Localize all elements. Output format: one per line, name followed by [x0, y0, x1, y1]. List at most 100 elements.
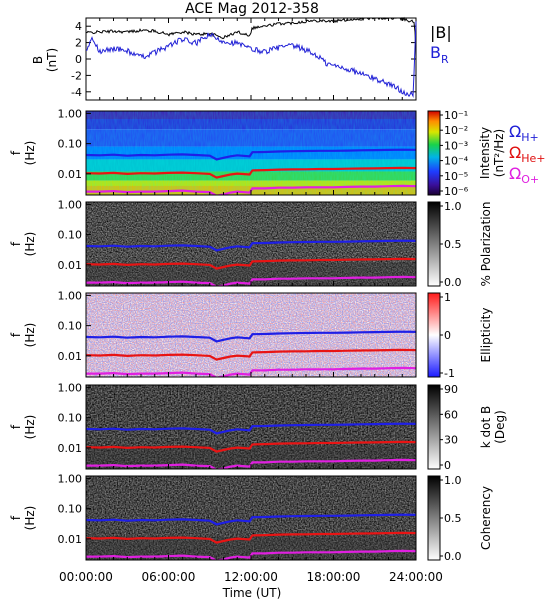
y-tick-label: 1.00 [58, 289, 83, 302]
spectrogram-image [86, 385, 416, 469]
overlay-legend-symbol: Ω [509, 164, 521, 183]
y-tick-label: 0.01 [58, 533, 83, 546]
colorbar-label: k dot B [479, 406, 493, 448]
spectrogram-low-band [86, 445, 416, 469]
y-axis-unit: (Hz) [23, 323, 37, 348]
colorbar-tick-label: 10⁻² [444, 124, 468, 137]
coherency-panel: 1.00 0.10 0.01 f (Hz) 1.0 0.5 0.0 Coherency [9, 472, 493, 563]
x-tick-label: 18:00:00 [307, 570, 361, 584]
x-tick-label: 06:00:00 [142, 570, 196, 584]
colorbar-label: Coherency [479, 486, 493, 550]
spectrogram-image [86, 202, 416, 286]
x-tick-label: 12:00:00 [224, 570, 278, 584]
legend-b-total: |B| [430, 23, 452, 42]
o-gyrofrequency-curve [86, 275, 416, 286]
y-axis-unit: (Hz) [23, 232, 37, 257]
y-tick-label: 0.01 [58, 442, 83, 455]
overlay-legend-subscript: H+ [521, 131, 539, 144]
spectrogram-image [86, 476, 416, 560]
y-tick-label: 0.10 [58, 138, 83, 151]
he-gyrofrequency-curve [86, 348, 416, 361]
y-axis-label: f [9, 424, 23, 429]
colorbar [427, 110, 441, 196]
y-tick-label: 1.00 [58, 107, 83, 120]
y-tick-label: 2 [75, 37, 82, 50]
y-axis-unit: (Hz) [23, 506, 37, 531]
series-line-b-radial [85, 21, 417, 98]
he-gyrofrequency-curve [86, 440, 416, 453]
colorbar-tick-label: 0 [444, 329, 451, 342]
overlay-legend-subscript: O+ [521, 173, 539, 186]
spectrogram-low-band [86, 262, 416, 286]
colorbar-tick-label: 1 [444, 291, 451, 304]
y-tick-label: 0 [75, 53, 82, 66]
x-axis-label: Time (UT) [222, 586, 282, 600]
y-axis-label: f [9, 515, 23, 520]
spectrogram-low-band [86, 536, 416, 560]
legend-b-radial: BR [430, 43, 449, 66]
y-tick-label: -2 [71, 69, 82, 82]
colorbar [427, 292, 441, 378]
colorbar-tick-label: -1 [444, 367, 455, 380]
y-tick-label: 1.00 [58, 381, 83, 394]
colorbar-label: % Polarization [479, 202, 493, 287]
colorbar-tick-label: 1.0 [444, 474, 462, 487]
x-tick-label: 24:00:00 [389, 570, 443, 584]
y-tick-label: 0.10 [58, 320, 83, 333]
y-axis-label: f [9, 150, 23, 155]
y-tick-label: 4 [75, 20, 82, 33]
h-gyrofrequency-curve [86, 422, 416, 435]
legend-b-radial-sub: R [441, 53, 449, 66]
colorbar-unit: (nT²/Hz) [492, 129, 506, 177]
figure-title: ACE Mag 2012-358 [185, 1, 319, 17]
colorbar-tick-label: 0.0 [444, 550, 462, 563]
h-gyrofrequency-curve [86, 148, 416, 161]
y-axis-label: f [9, 332, 23, 337]
y-tick-label: 0.10 [58, 229, 83, 242]
x-tick-label: 00:00:00 [59, 570, 113, 584]
overlay-legend-o-plus: ΩO+ [509, 164, 539, 186]
colorbar-tick-label: 10⁻¹ [444, 109, 468, 122]
colorbar-tick-label: 0.5 [444, 512, 462, 525]
o-gyrofrequency-curve [86, 184, 416, 195]
colorbar-tick-label: 1.0 [444, 200, 462, 213]
magnetic-field-panel: 4 2 0 -2 -4 B (nT) |B| BR [31, 16, 452, 101]
h-gyrofrequency-curve [86, 513, 416, 526]
colorbar [427, 201, 441, 287]
o-gyrofrequency-curve [86, 549, 416, 560]
polarization-panel: 1.00 0.10 0.01 f (Hz) 1.0 0.5 0.0 % Polarization [9, 198, 493, 289]
he-gyrofrequency-curve [86, 531, 416, 544]
colorbar [427, 475, 441, 561]
spectrogram-image [86, 111, 416, 195]
y-tick-label: 1.00 [58, 198, 83, 211]
he-gyrofrequency-curve [86, 166, 416, 179]
y-tick-label: 0.10 [58, 503, 83, 516]
colorbar-unit: (Deg) [493, 410, 507, 444]
overlay-legend-symbol: Ω [509, 143, 521, 162]
y-tick-label: -4 [71, 86, 82, 99]
colorbar-tick-label: 10⁻⁴ [444, 155, 469, 168]
y-axis-unit: (Hz) [23, 415, 37, 440]
y-tick-label: 0.10 [58, 412, 83, 425]
colorbar-tick-label: 0 [444, 459, 451, 472]
y-tick-label: 0.01 [58, 259, 83, 272]
h-gyrofrequency-curve [86, 239, 416, 252]
y-axis-label: B [31, 56, 45, 64]
colorbar-tick-label: 0.5 [444, 238, 462, 251]
colorbar-tick-label: 90 [444, 383, 458, 396]
colorbar-label: Intensity [478, 127, 492, 179]
y-axis-unit: (Hz) [23, 141, 37, 166]
k-dot-b-panel: 1.00 0.10 0.01 f (Hz) 90 60 30 0 k dot B (Deg) [9, 381, 507, 472]
o-gyrofrequency-curve [86, 458, 416, 469]
colorbar-tick-label: 30 [444, 434, 458, 447]
y-tick-label: 0.01 [58, 168, 83, 181]
y-axis-label: f [9, 241, 23, 246]
overlay-legend-subscript: He+ [521, 152, 545, 165]
ellipticity-panel: 1.00 0.10 0.01 f (Hz) 1 0 -1 Ellipticity [9, 289, 493, 380]
y-axis-unit: (nT) [45, 48, 59, 72]
overlay-legend-he-plus: ΩHe+ [509, 143, 546, 165]
he-gyrofrequency-curve [86, 257, 416, 270]
y-tick-label: 1.00 [58, 472, 83, 485]
series-line-b-total [85, 16, 417, 57]
